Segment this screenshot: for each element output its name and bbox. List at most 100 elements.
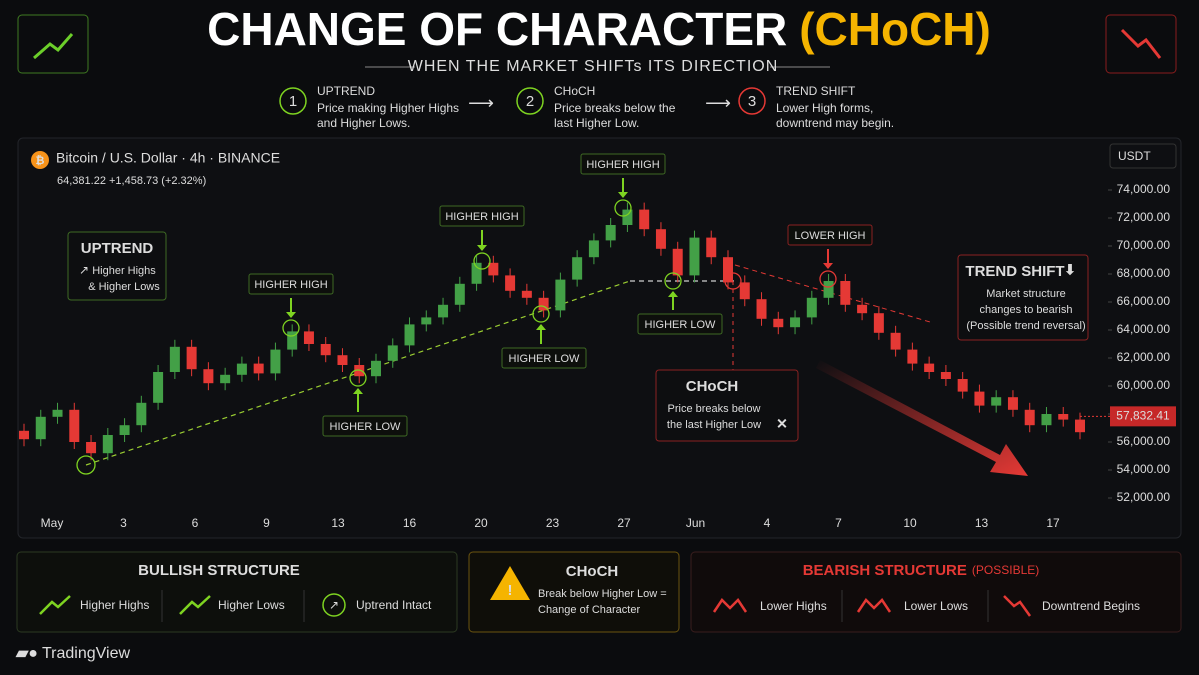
title-main: CHANGE OF CHARACTER — [207, 3, 787, 55]
candle-body — [773, 318, 784, 328]
candle-body — [907, 349, 918, 364]
x-tick-label: 4 — [764, 516, 771, 530]
bull-icon: ↗ — [329, 598, 339, 612]
pivot-circle — [349, 369, 367, 387]
step-text: last Higher Low. — [554, 116, 639, 130]
candle-body — [1058, 414, 1069, 420]
currency-box — [1109, 143, 1177, 169]
subtitle: WHEN THE MARKET SHIFTs ITS DIRECTION — [408, 58, 779, 75]
up-icon — [33, 33, 74, 60]
bull-icon — [39, 595, 71, 615]
pivot-circle — [76, 455, 96, 475]
candle-body — [421, 317, 432, 325]
step-arrow: ⟶ — [468, 93, 494, 113]
info-box — [655, 369, 799, 442]
y-tick-label: 66,000.00 — [1117, 294, 1171, 308]
annotation: HIGHER HIGH — [586, 159, 659, 171]
candle-body — [521, 290, 532, 298]
candle-body — [873, 313, 884, 333]
info-title: UPTREND — [81, 240, 154, 257]
pivot-circle — [473, 252, 491, 270]
pivot-circle — [282, 319, 300, 337]
title: CHANGE OF CHARACTER (CHoCH) — [207, 3, 991, 55]
y-tick-label: 64,000.00 — [1117, 322, 1171, 336]
down-mark: ⬇ — [1064, 262, 1076, 278]
candle-body — [622, 209, 633, 225]
step-text: Lower High forms, — [776, 101, 873, 115]
step-number: 3 — [748, 93, 756, 110]
candle-body — [739, 282, 750, 300]
candle-body — [203, 369, 214, 384]
step-text: Price breaks below the — [554, 101, 676, 115]
down-arrow — [816, 360, 1028, 476]
candle-body — [253, 363, 264, 374]
annotation-box — [439, 205, 525, 227]
annotation: HIGHER LOW — [645, 319, 717, 331]
candle-body — [605, 225, 616, 241]
candle-body — [303, 331, 314, 344]
x-mark: ✕ — [776, 416, 788, 432]
annotation: HIGHER HIGH — [445, 211, 518, 223]
last-price-label: 57,832.41 — [1116, 409, 1170, 423]
pivot-circle — [532, 305, 550, 323]
symbol: Bitcoin / U.S. Dollar · 4h · BINANCE — [56, 150, 280, 166]
candle-body — [689, 237, 700, 276]
break-circle — [724, 272, 742, 290]
candle-body — [756, 299, 767, 319]
annotation: HIGHER HIGH — [254, 279, 327, 291]
arrow-head — [618, 192, 628, 198]
info-text: changes to bearish — [980, 304, 1073, 316]
y-tick-label: 68,000.00 — [1117, 266, 1171, 280]
x-tick-label: 13 — [331, 516, 345, 530]
down-icon-box — [1105, 14, 1177, 74]
candle-body — [823, 281, 834, 298]
annotation: HIGHER LOW — [509, 353, 581, 365]
step-circle — [738, 87, 766, 115]
pivot-circle — [664, 272, 682, 290]
bear-icon — [1003, 595, 1032, 617]
symbol-icon — [31, 151, 49, 169]
step-text: downtrend may begin. — [776, 116, 894, 130]
candle-body — [86, 442, 97, 454]
choch-panel — [468, 551, 680, 633]
bearish-item: Downtrend Begins — [1042, 599, 1140, 613]
candle-body — [438, 304, 449, 318]
candle-body — [371, 360, 381, 377]
step-circle — [279, 87, 307, 115]
info-text: Market structure — [986, 288, 1065, 300]
y-tick-label: 62,000.00 — [1117, 350, 1171, 364]
x-tick-label: 20 — [474, 516, 488, 530]
y-tick-label: 54,000.00 — [1117, 462, 1171, 476]
annotation-box — [501, 347, 587, 369]
y-tick-label: 70,000.00 — [1117, 238, 1171, 252]
arrow-head — [477, 245, 487, 251]
step-title: CHoCH — [554, 84, 595, 98]
info-box — [67, 231, 167, 301]
x-tick-label: 13 — [975, 516, 989, 530]
candle-body — [555, 279, 566, 311]
arrow-head — [536, 324, 546, 330]
x-tick-label: 27 — [617, 516, 631, 530]
info-text: Higher Highs — [92, 265, 156, 277]
step-title: UPTREND — [317, 84, 375, 98]
bearish-item: Lower Highs — [760, 599, 827, 613]
candle-body — [1007, 397, 1018, 410]
choch-text: Break below Higher Low = — [538, 588, 667, 600]
up-icon-box — [17, 14, 89, 74]
candle-body — [857, 304, 868, 314]
candle-body — [991, 397, 1002, 406]
x-tick-label: 9 — [263, 516, 270, 530]
brand: TradingView — [42, 645, 130, 662]
choch-text: Change of Character — [538, 604, 640, 616]
x-tick-label: May — [41, 516, 64, 530]
annotation-box — [580, 153, 666, 175]
candle-body — [890, 332, 901, 350]
pivot-circle — [819, 270, 837, 288]
candle-body — [236, 363, 247, 375]
x-tick-label: 23 — [546, 516, 560, 530]
candle-body — [387, 345, 398, 361]
arrow-head — [286, 312, 296, 318]
choch-title: CHoCH — [566, 563, 619, 580]
last-price-tag — [1110, 406, 1176, 427]
candle-body — [287, 331, 298, 350]
